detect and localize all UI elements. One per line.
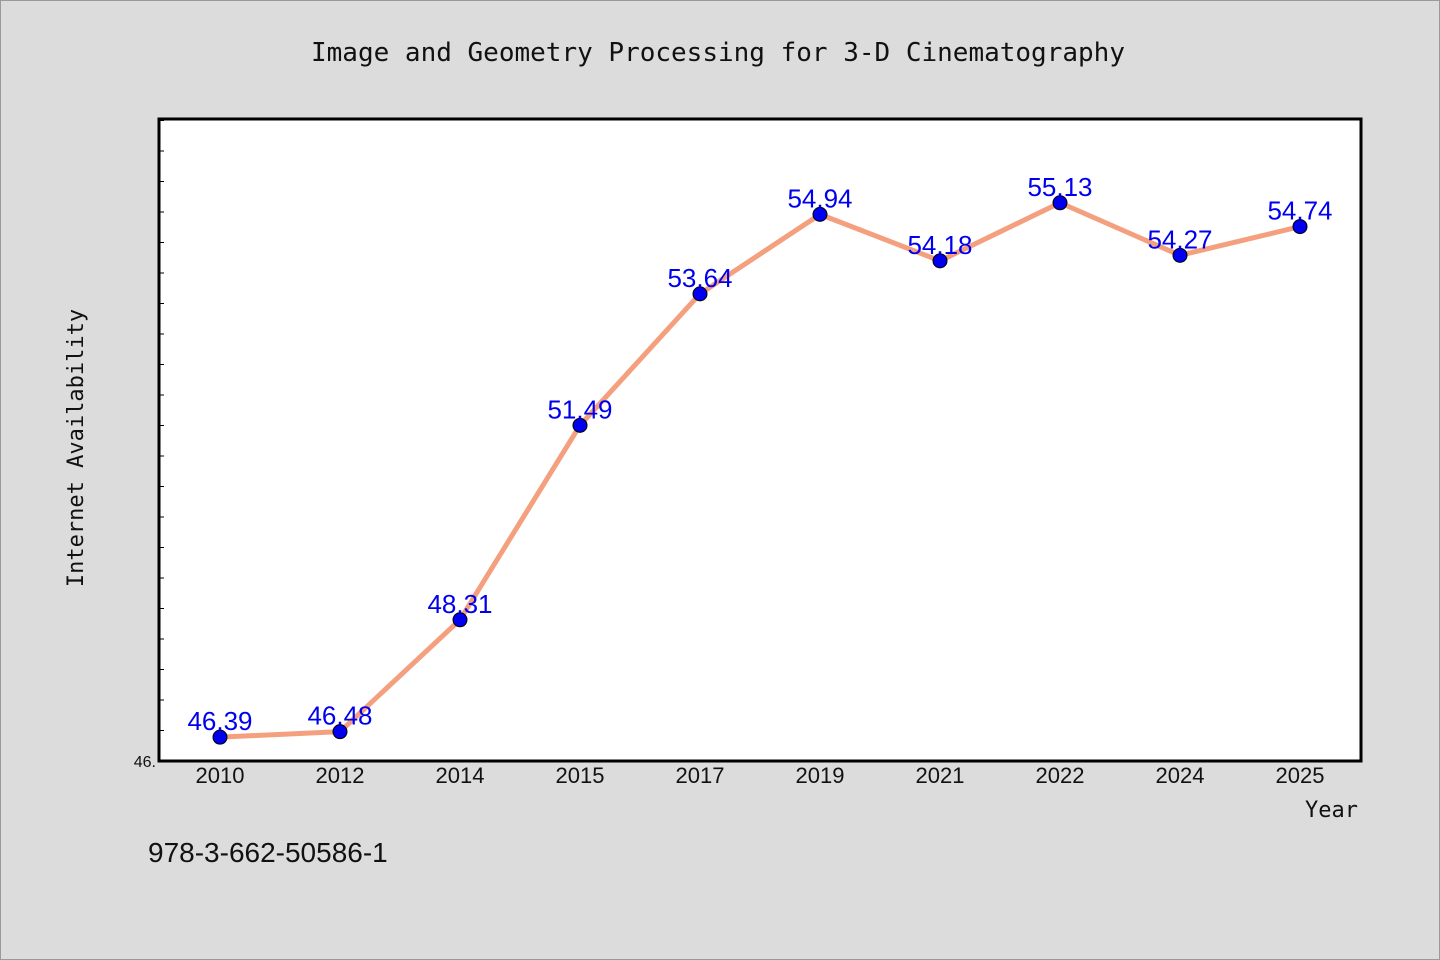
data-point-marker [1052,195,1068,211]
x-tick-label: 2019 [796,763,845,788]
y-axis-ticks [159,120,164,762]
y-tick-label: 46. [134,754,156,771]
x-tick-label: 2010 [196,763,245,788]
data-labels: 46.39 46.48 48.31 51.49 53.64 54.94 54.18 55.13… [187,172,1332,736]
data-label: 51.49 [547,394,612,424]
x-tick-label: 2022 [1036,763,1085,788]
data-label: 55.13 [1027,172,1092,202]
plot-area [157,117,1363,763]
x-axis-title: Year [1305,798,1358,823]
data-point-marker [1292,219,1308,235]
x-tick-label: 2021 [916,763,965,788]
data-point-marker [932,253,948,269]
chart-title: Image and Geometry Processing for 3-D Ci… [311,38,1125,68]
data-label: 46.39 [187,706,252,736]
data-label: 54.27 [1147,224,1212,254]
x-tick-label: 2025 [1276,763,1325,788]
series-line [217,200,1303,740]
footnote-isbn: 978-3-662-50586-1 [148,837,388,868]
data-label: 46.48 [307,701,372,731]
x-tick-label: 2014 [436,763,485,788]
data-label: 54.18 [907,230,972,260]
data-point-marker [572,417,588,433]
data-point-marker [1172,247,1188,263]
data-label: 54.94 [787,183,852,213]
data-point-marker [332,724,348,740]
x-tick-label: 2017 [676,763,725,788]
data-point-marker [692,286,708,302]
x-tick-label: 2015 [556,763,605,788]
y-axis-title: Internet Availability [64,309,89,587]
series-markers [212,195,1308,745]
data-label: 54.74 [1267,196,1332,226]
data-label: 48.31 [427,589,492,619]
data-point-marker [452,612,468,628]
data-point-marker [812,206,828,222]
x-tick-label: 2024 [1156,763,1205,788]
x-tick-label: 2012 [316,763,365,788]
data-label: 53.64 [667,263,732,293]
x-axis-tick-labels: 2010 2012 2014 2015 2017 2019 2021 2022 2024 2025 [196,763,1325,788]
data-point-marker [212,729,228,745]
